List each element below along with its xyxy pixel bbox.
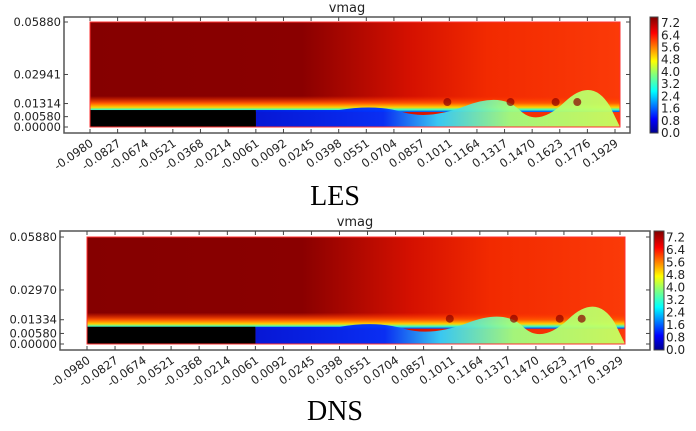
colorbar-tick-label: 6.4 — [661, 28, 680, 42]
colorbar-tick-label: 0.0 — [666, 343, 685, 357]
vortex-core — [509, 314, 518, 323]
colorbar-tick-label: 3.2 — [666, 293, 685, 307]
y-tick-label: 0.00000 — [13, 120, 61, 134]
colorbar-tick-label: 0.8 — [661, 114, 680, 128]
y-tick-label: 0.02941 — [13, 67, 61, 81]
backward-facing-step — [90, 110, 256, 127]
plot-title: vmag — [337, 215, 374, 230]
colorbar-tick-label: 3.2 — [661, 77, 680, 91]
y-tick-label: 0.00580 — [9, 326, 57, 340]
colorbar — [653, 230, 665, 351]
colorbar-tick-label: 1.6 — [661, 102, 680, 116]
y-tick-label: 0.02970 — [9, 283, 57, 297]
domain-border — [89, 21, 621, 128]
colorbar-tick-label: 4.0 — [666, 280, 685, 294]
colorbar-tick-label: 4.8 — [661, 53, 680, 67]
vortex-core — [577, 314, 586, 323]
plot-caption: LES — [310, 181, 360, 212]
vortex-core — [555, 314, 564, 323]
y-tick-label: 0.00580 — [13, 110, 61, 124]
vortex-core — [443, 98, 452, 107]
colorbar-tick-label: 5.6 — [661, 41, 680, 55]
colorbar-tick-label: 6.4 — [666, 243, 685, 257]
colorbar-tick-label: 5.6 — [666, 255, 685, 269]
plot-caption: DNS — [307, 396, 363, 427]
recirculation-wake — [255, 306, 625, 344]
y-tick-label: 0.00000 — [9, 337, 57, 351]
colorbar-tick-label: 4.0 — [661, 65, 680, 79]
colorbar-tick-label: 0.8 — [666, 330, 685, 344]
domain-border — [86, 236, 626, 345]
colorbar-tick-label: 2.4 — [666, 305, 685, 319]
vortex-core — [551, 98, 560, 107]
colorbar — [649, 16, 659, 134]
plot-title: vmag — [329, 1, 366, 16]
colorbar-tick-label: 7.2 — [661, 16, 680, 30]
vortex-core — [573, 98, 582, 107]
colorbar-tick-label: 7.2 — [666, 230, 685, 244]
contour-plot-dns: vmag0.058800.029700.013340.005800.00000-… — [9, 215, 685, 427]
y-tick-label: 0.01334 — [9, 313, 57, 327]
backward-facing-step — [87, 326, 256, 344]
colorbar-tick-label: 0.0 — [661, 126, 680, 140]
contour-plot-les: vmag0.058800.029410.013140.005800.00000-… — [13, 1, 680, 212]
y-tick-label: 0.05880 — [9, 230, 57, 244]
vortex-core — [506, 98, 515, 107]
recirculation-wake — [255, 89, 620, 127]
y-tick-label: 0.01314 — [13, 97, 61, 111]
colorbar-tick-label: 2.4 — [661, 89, 680, 103]
y-tick-label: 0.05880 — [13, 15, 61, 29]
vortex-core — [445, 314, 454, 323]
colorbar-tick-label: 1.6 — [666, 318, 685, 332]
colorbar-tick-label: 4.8 — [666, 268, 685, 282]
